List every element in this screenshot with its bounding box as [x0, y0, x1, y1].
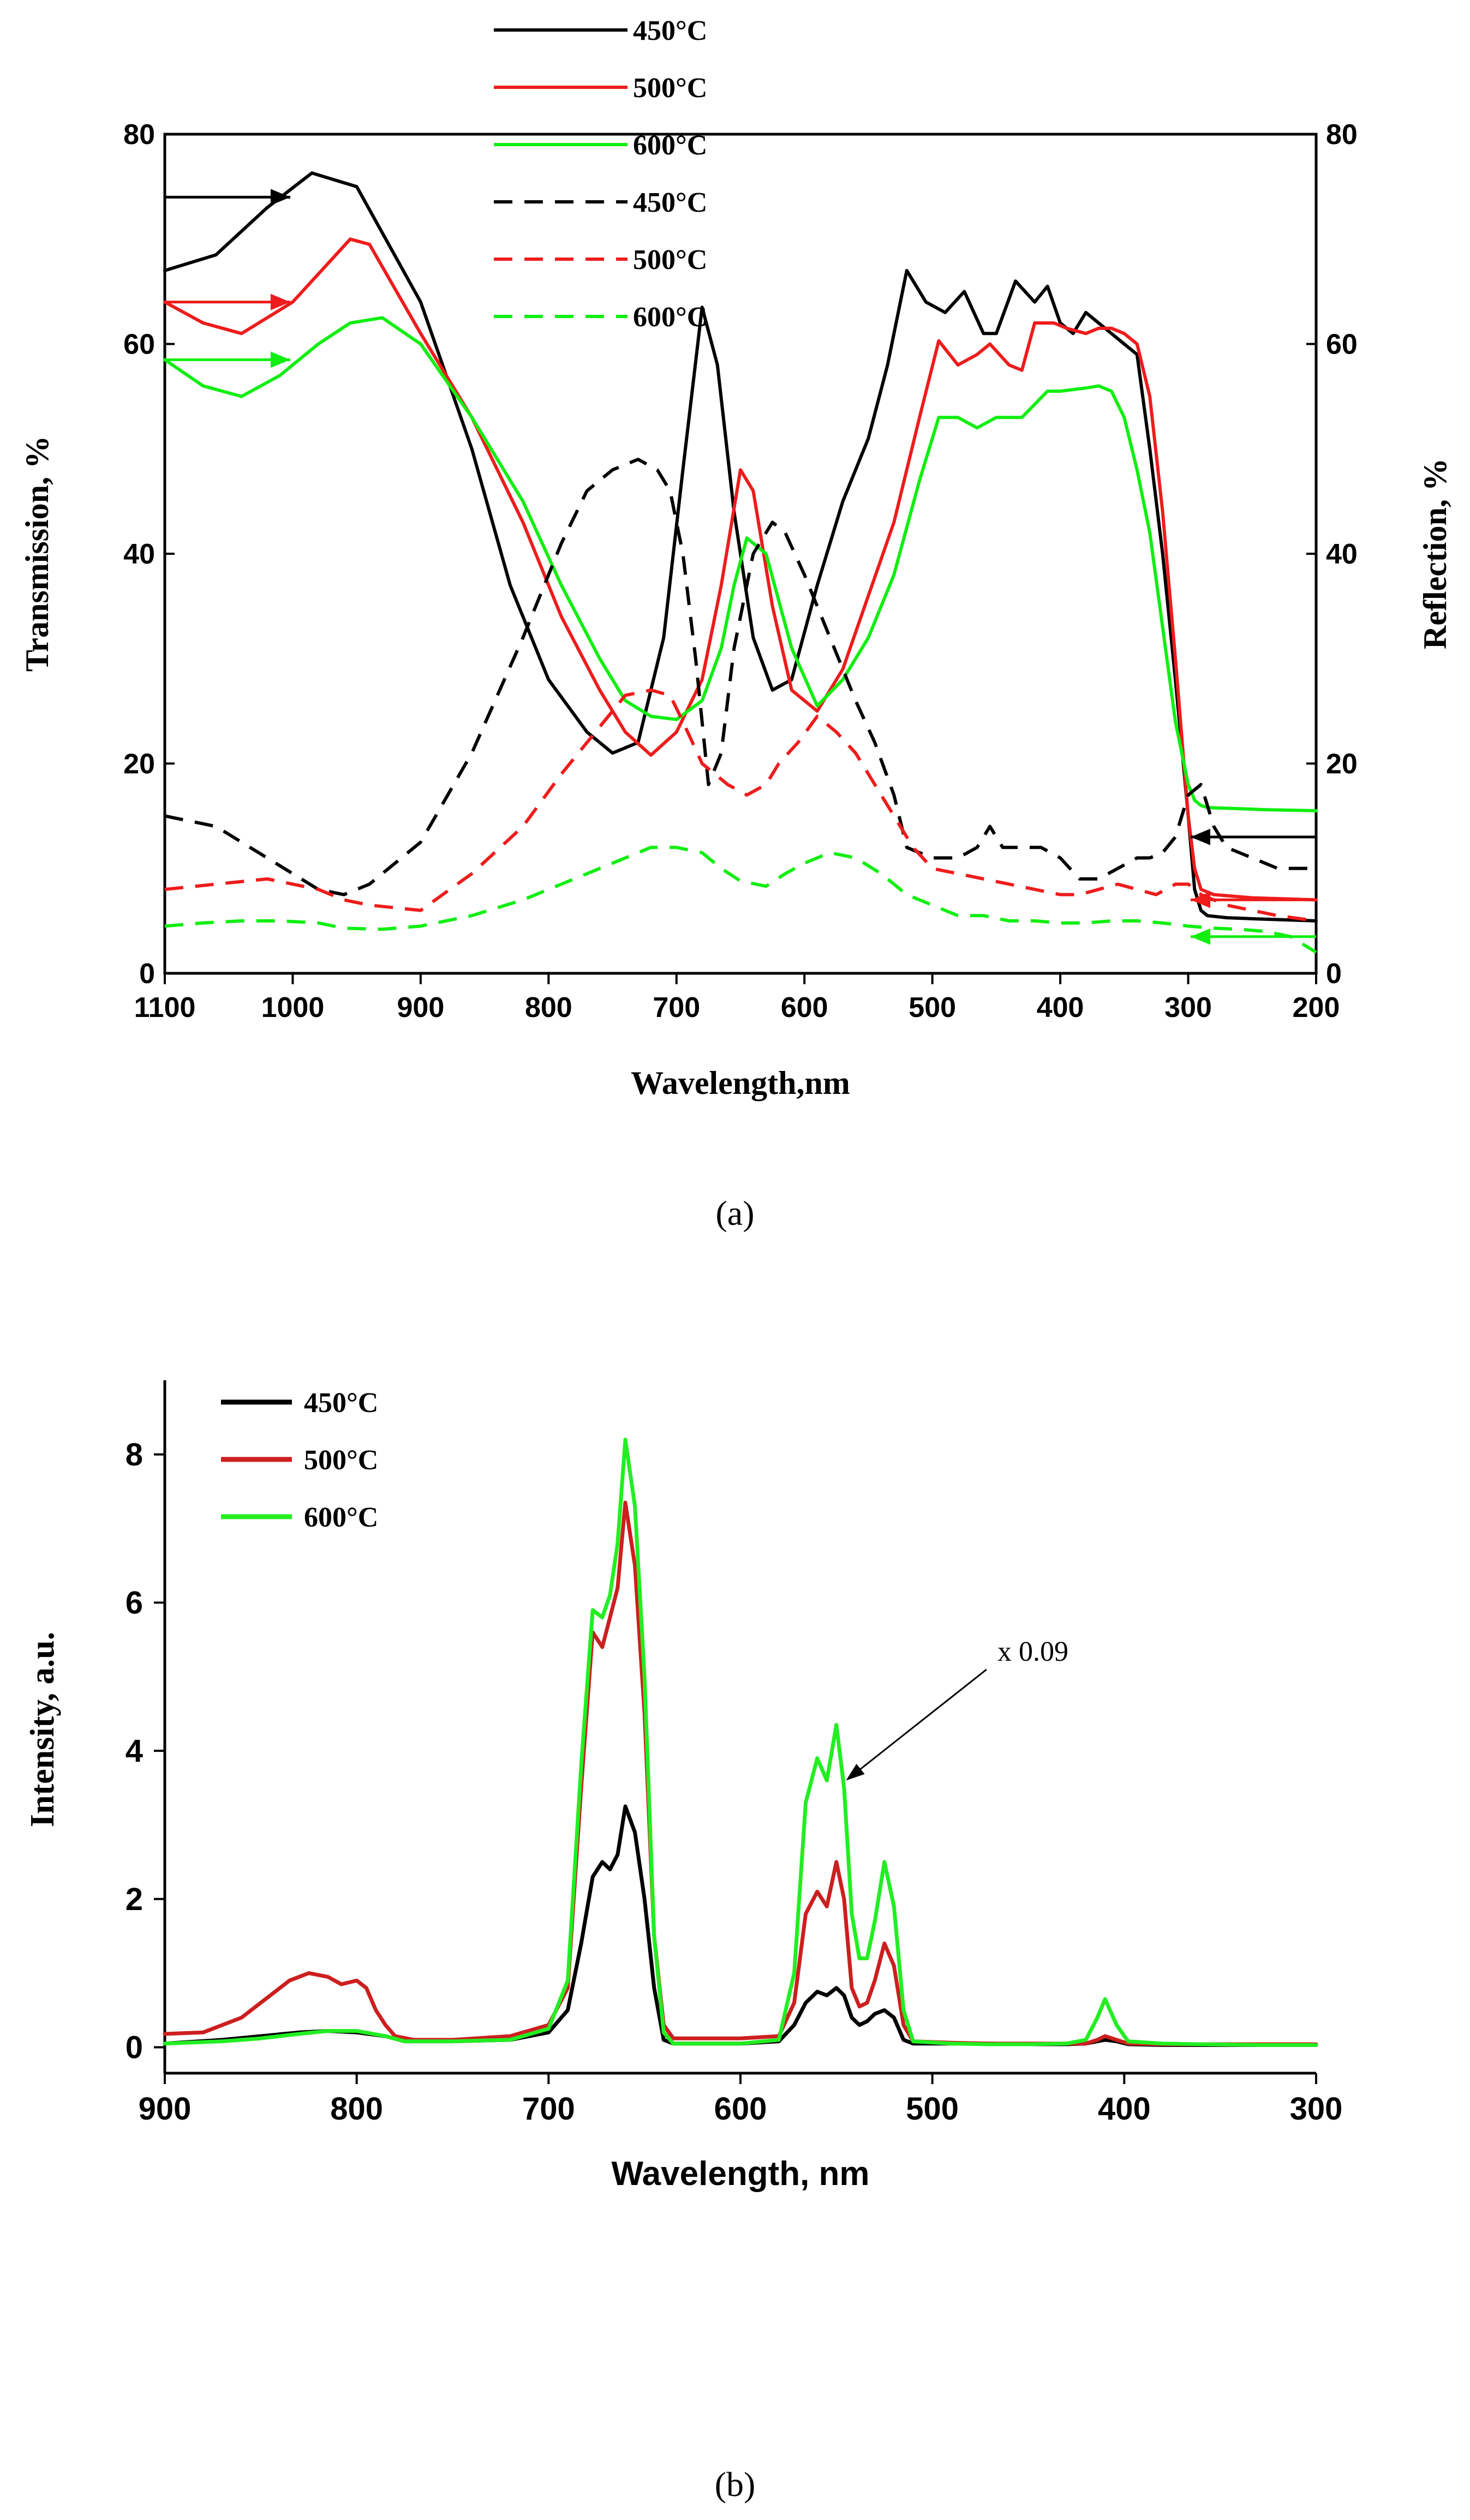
panel-a-legend-label: 450°C — [633, 15, 707, 46]
panel-a-x-tick-label: 600 — [781, 992, 828, 1023]
panel-b-y-tick-label: 6 — [126, 1585, 143, 1620]
panel-a-left-tick-label: 40 — [123, 538, 155, 570]
panel-a-legend-label: 600°C — [633, 302, 707, 333]
panel-a-x-tick-label: 800 — [525, 992, 572, 1023]
panel-a-right-tick-label: 40 — [1326, 538, 1358, 570]
panel-a-series-500c-transmission — [163, 237, 1318, 902]
panel-b-caption: (b) — [715, 2465, 756, 2504]
panel-a-x-axis-label: Wavelength,nm — [631, 1065, 850, 1101]
panel-a-right-tick-label: 0 — [1326, 958, 1342, 990]
panel-b-x-tick-label: 900 — [139, 2091, 192, 2127]
panel-a-caption: (a) — [715, 1194, 754, 1232]
panel-b-x-tick-label: 300 — [1290, 2091, 1343, 2127]
panel-a-series-group — [163, 171, 1318, 954]
panel-a-right-tick-label: 60 — [1326, 329, 1358, 361]
panel-a-arrows — [165, 189, 1316, 945]
panel-a-x-axis: 1100 1000 900 800 700 600 500 400 300 200 — [134, 973, 1340, 1023]
panel-b-series-450c — [163, 1804, 1318, 2047]
panel-b-series-500c — [163, 1500, 1318, 2046]
panel-b-annotation-arrow — [860, 1668, 987, 1770]
panel-a-right-tick-label: 20 — [1326, 749, 1358, 780]
panel-a-legend: 450°C 500°C 600°C 450°C 500°C 600°C — [494, 15, 707, 333]
panel-b-annotation-text: x 0.09 — [997, 1636, 1068, 1667]
panel-a-x-tick-label: 1100 — [134, 992, 196, 1023]
panel-a-arrowhead-600c-transmission — [271, 351, 290, 368]
panel-b-legend-label: 500°C — [304, 1445, 378, 1476]
panel-b-annotation: x 0.09 — [846, 1636, 1068, 1781]
panel-b-y-axis-label: Intensity, a.u. — [24, 1632, 61, 1827]
panel-a-series-450c-reflection — [164, 458, 1316, 896]
panel-a-legend-label: 600°C — [633, 130, 707, 161]
panel-a-x-tick-label: 700 — [653, 992, 700, 1023]
panel-a-legend-label: 450°C — [633, 187, 707, 218]
panel-a-series-450c-transmission — [163, 171, 1318, 923]
panel-a-left-tick-label: 0 — [139, 958, 155, 990]
panel-a-arrowhead-450c-transmission — [271, 189, 290, 206]
panel-b-series-group — [163, 1438, 1318, 2047]
panel-b-y-axis: 0 2 4 6 8 — [126, 1437, 165, 2065]
panel-a-arrowhead-500c-reflection — [1191, 891, 1210, 908]
panel-b-x-tick-label: 800 — [330, 2091, 383, 2127]
panel-b-x-tick-label: 400 — [1098, 2091, 1151, 2127]
panel-a-right-y-axis-label: Reflection, % — [1417, 458, 1453, 649]
panel-a-arrowhead-500c-transmission — [271, 294, 290, 310]
panel-b-x-axis: 900 800 700 600 500 400 300 — [139, 2073, 1343, 2127]
panel-b-y-tick-label: 2 — [126, 1882, 143, 1917]
panel-b-series-600c — [163, 1438, 1318, 2047]
panel-a-series-500c-reflection — [164, 688, 1317, 923]
panel-b-chart: 0 2 4 6 8 900 800 700 600 500 400 300 450°C 500°C 60… — [24, 1380, 1342, 2504]
panel-a-legend-label: 500°C — [633, 244, 707, 276]
panel-a-left-tick-label: 80 — [123, 119, 155, 151]
panel-a-left-y-axis-label: Transmission, % — [19, 436, 55, 672]
panel-a-arrowhead-600c-reflection — [1191, 928, 1210, 945]
panel-a-series-600c-transmission — [163, 316, 1318, 812]
panel-b-legend-label: 450°C — [304, 1387, 378, 1418]
panel-b-annotation-arrowhead — [846, 1763, 865, 1781]
panel-a-left-tick-label: 60 — [123, 329, 155, 361]
panel-a-x-tick-label: 200 — [1293, 992, 1340, 1023]
panel-a-arrowhead-450c-reflection — [1191, 829, 1210, 846]
panel-b-legend: 450°C 500°C 600°C — [221, 1387, 378, 1533]
panel-a-series-600c-reflection — [164, 846, 1317, 954]
panel-a-right-axis: 0 20 40 60 80 — [1306, 119, 1358, 990]
panel-b-y-tick-label: 0 — [126, 2030, 143, 2065]
panel-a-left-tick-label: 20 — [123, 749, 155, 780]
panel-a-right-tick-label: 80 — [1326, 119, 1358, 151]
panel-b-y-tick-label: 8 — [126, 1437, 143, 1473]
panel-a-legend-label: 500°C — [633, 73, 707, 104]
panel-a-x-tick-label: 300 — [1164, 992, 1212, 1023]
panel-b-x-axis-label: Wavelength, nm — [611, 2155, 869, 2193]
panel-b-legend-label: 600°C — [304, 1502, 378, 1533]
panel-a-x-tick-label: 400 — [1037, 992, 1084, 1023]
panel-a-left-axis: 0 20 40 60 80 — [123, 119, 175, 990]
panel-b-x-tick-label: 500 — [906, 2091, 959, 2127]
panel-b-x-tick-label: 700 — [522, 2091, 575, 2127]
panel-b-y-tick-label: 4 — [126, 1733, 143, 1769]
panel-a-x-tick-label: 900 — [397, 992, 445, 1023]
panel-a-x-tick-label: 500 — [909, 992, 956, 1023]
panel-b-x-tick-label: 600 — [714, 2091, 767, 2127]
panel-a-chart: 0 20 40 60 80 0 20 40 60 80 1100 1000 900 800 700 600… — [19, 15, 1453, 1232]
panel-a-x-tick-label: 1000 — [261, 992, 325, 1023]
